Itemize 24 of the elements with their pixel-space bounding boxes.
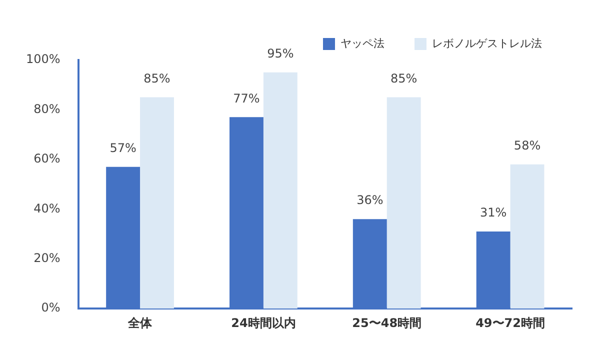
y-tick-label: 20% <box>34 251 60 266</box>
legend-label: ヤッペ法 <box>340 36 384 50</box>
y-tick-label: 60% <box>34 152 60 166</box>
bar <box>386 97 421 309</box>
legend-label: レボノルゲストレル法 <box>432 36 542 50</box>
x-tick-label: 24時間以内 <box>231 316 296 330</box>
x-tick-label: 全体 <box>127 316 154 330</box>
data-label: 31% <box>480 206 507 220</box>
data-label: 57% <box>110 141 136 156</box>
data-label: 77% <box>233 91 260 106</box>
y-tick-label: 80% <box>34 102 60 116</box>
x-tick-label: 25〜48時間 <box>352 316 422 330</box>
data-label: 85% <box>390 71 418 86</box>
y-tick-label: 0% <box>41 300 60 315</box>
bar <box>510 164 544 309</box>
bar <box>263 72 298 309</box>
data-label: 36% <box>356 193 384 208</box>
data-label: 85% <box>144 71 170 86</box>
bar <box>140 97 174 309</box>
y-tick-label: 100% <box>26 52 60 66</box>
x-tick-label: 49〜72時間 <box>476 316 545 330</box>
y-tick-label: 40% <box>34 201 60 216</box>
data-label: 58% <box>514 138 541 153</box>
data-label: 95% <box>267 46 294 61</box>
